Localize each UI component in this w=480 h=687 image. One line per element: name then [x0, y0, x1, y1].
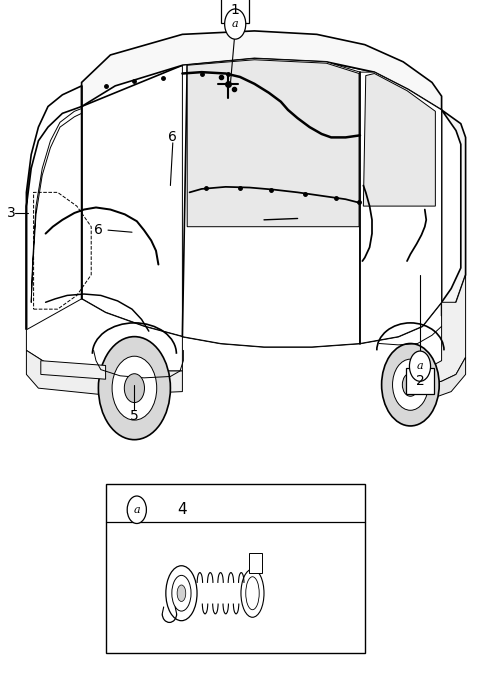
- Text: 2: 2: [416, 374, 424, 388]
- Circle shape: [124, 374, 144, 403]
- Circle shape: [402, 373, 419, 396]
- Text: 4: 4: [178, 502, 187, 517]
- Text: a: a: [232, 19, 239, 29]
- Ellipse shape: [166, 566, 197, 621]
- Polygon shape: [41, 361, 106, 379]
- Circle shape: [409, 351, 431, 381]
- Polygon shape: [182, 58, 360, 347]
- Bar: [406, 368, 434, 394]
- Circle shape: [127, 496, 146, 523]
- Ellipse shape: [246, 577, 259, 610]
- Text: 1: 1: [231, 3, 240, 17]
- Ellipse shape: [177, 585, 186, 602]
- Text: 6: 6: [168, 131, 177, 144]
- Bar: [106, 484, 365, 653]
- Polygon shape: [26, 350, 182, 395]
- Circle shape: [225, 9, 246, 39]
- Polygon shape: [82, 31, 442, 110]
- Polygon shape: [422, 275, 466, 385]
- Polygon shape: [422, 357, 466, 398]
- Text: 6: 6: [94, 223, 103, 237]
- Polygon shape: [363, 74, 435, 206]
- Polygon shape: [26, 299, 182, 371]
- Circle shape: [393, 359, 428, 410]
- Polygon shape: [360, 72, 442, 344]
- Text: 5: 5: [130, 409, 139, 423]
- Bar: [221, 0, 249, 23]
- Text: a: a: [417, 361, 423, 371]
- Circle shape: [112, 357, 156, 420]
- Polygon shape: [26, 86, 82, 330]
- Ellipse shape: [241, 569, 264, 617]
- Polygon shape: [187, 60, 359, 227]
- Polygon shape: [249, 554, 262, 573]
- Ellipse shape: [172, 576, 191, 611]
- Circle shape: [382, 344, 439, 426]
- Polygon shape: [82, 58, 442, 347]
- Text: a: a: [133, 505, 140, 515]
- Text: 3: 3: [7, 206, 16, 220]
- Circle shape: [98, 337, 170, 440]
- Polygon shape: [442, 110, 466, 316]
